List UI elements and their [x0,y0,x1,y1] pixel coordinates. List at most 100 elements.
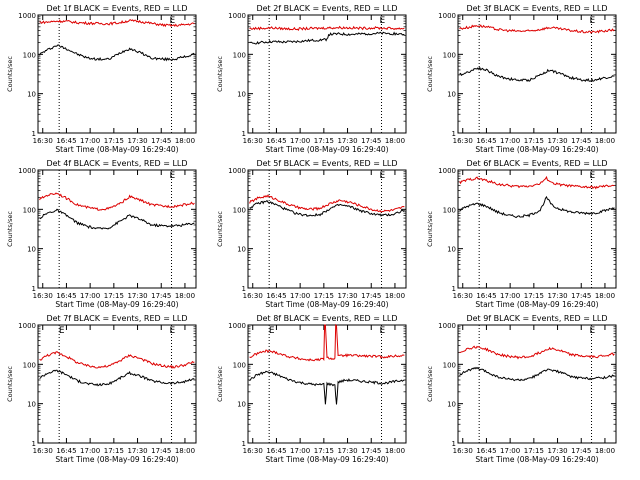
chart-title: Det 8f BLACK = Events, RED = LLD [256,314,397,323]
e-flag: E [59,326,65,336]
x-tick-label: 16:30 [453,292,473,300]
x-tick-label: 17:30 [547,292,567,300]
y-tick-label: 100 [233,206,246,214]
y-tick-label: 1000 [18,322,36,330]
chart-title: Det 6f BLACK = Events, RED = LLD [466,159,607,168]
y-tick-label: 100 [23,361,36,369]
series-lld [249,25,405,31]
x-tick-label: 17:45 [361,292,381,300]
x-tick-label: 18:00 [595,137,615,145]
y-tick-label: 10 [27,246,36,254]
y-tick-label: 100 [443,361,456,369]
x-tick-label: 18:00 [175,292,195,300]
e-flag: E [169,16,175,26]
y-tick-label: 1 [32,285,36,293]
y-tick-label: 1000 [228,12,246,20]
series-events [249,199,405,218]
y-axis-label: Counts/sec [6,211,14,247]
y-tick-label: 100 [23,206,36,214]
chart-title: Det 4f BLACK = Events, RED = LLD [46,159,187,168]
y-axis-label: Counts/sec [216,366,224,402]
x-tick-label: 17:30 [337,292,357,300]
x-tick-label: 17:45 [571,292,591,300]
x-tick-label: 18:00 [595,292,615,300]
y-axis-label: Counts/sec [216,211,224,247]
series-lld [39,192,195,211]
x-axis-label: Start Time (08-May-09 16:29:40) [475,455,598,464]
x-tick-label: 16:45 [56,137,76,145]
x-tick-label: 16:30 [453,447,473,455]
x-axis-label: Start Time (08-May-09 16:29:40) [55,300,178,309]
panel-det-1f: Det 1f BLACK = Events, RED = LLD 1 10 100 10… [6,4,197,154]
x-tick-label: 17:15 [104,292,124,300]
x-tick-label: 16:30 [243,137,263,145]
y-tick-label: 1000 [18,167,36,175]
y-axis-label: Counts/sec [6,56,14,92]
x-tick-label: 16:30 [453,137,473,145]
e-flag: E [169,326,175,336]
chart-title: Det 2f BLACK = Events, RED = LLD [256,4,397,13]
x-tick-label: 17:45 [571,137,591,145]
panel-det-9f: Det 9f BLACK = Events, RED = LLD 1 10 100 10… [426,314,617,464]
x-tick-label: 16:30 [33,137,53,145]
x-tick-label: 16:45 [266,292,286,300]
series-lld [249,194,405,213]
series-lld [459,24,615,34]
x-tick-label: 16:30 [33,292,53,300]
x-tick-label: 18:00 [385,447,405,455]
series-events [39,369,195,387]
x-tick-label: 17:00 [290,137,310,145]
x-axis-label: Start Time (08-May-09 16:29:40) [55,455,178,464]
series-events [459,195,615,219]
y-tick-label: 1 [452,440,456,448]
x-tick-label: 16:45 [476,137,496,145]
panel-det-3f: Det 3f BLACK = Events, RED = LLD 1 10 100 10… [426,4,617,154]
x-tick-label: 16:30 [243,292,263,300]
x-tick-label: 17:15 [524,137,544,145]
panel-det-5f: Det 5f BLACK = Events, RED = LLD 1 10 100 10… [216,159,407,309]
plot-frame [37,14,197,134]
series-lld [39,351,195,370]
x-tick-label: 17:45 [361,137,381,145]
y-tick-label: 1000 [18,12,36,20]
x-tick-label: 17:45 [151,137,171,145]
chart-title: Det 3f BLACK = Events, RED = LLD [466,4,607,13]
series-events [459,366,615,382]
y-tick-label: 1 [452,130,456,138]
x-tick-label: 17:00 [80,137,100,145]
x-tick-label: 17:45 [361,447,381,455]
x-tick-label: 18:00 [595,447,615,455]
x-tick-label: 18:00 [385,137,405,145]
e-flag: E [589,171,595,181]
panel-det-4f: Det 4f BLACK = Events, RED = LLD 1 10 100 10… [6,159,197,309]
y-tick-label: 1 [32,130,36,138]
y-tick-label: 1 [452,285,456,293]
x-tick-label: 16:45 [56,292,76,300]
chart-title: Det 1f BLACK = Events, RED = LLD [46,4,187,13]
plot-frame [247,14,407,134]
e-flag: E [379,16,385,26]
e-flag: E [589,16,595,26]
chart-title: Det 7f BLACK = Events, RED = LLD [46,314,187,323]
x-tick-label: 17:30 [547,137,567,145]
y-tick-label: 10 [447,401,456,409]
series-events [459,66,615,83]
x-tick-label: 17:30 [337,447,357,455]
y-tick-label: 10 [237,401,246,409]
x-tick-label: 17:00 [500,137,520,145]
x-tick-label: 17:15 [524,447,544,455]
x-tick-label: 16:30 [33,447,53,455]
x-tick-label: 17:45 [151,447,171,455]
x-tick-label: 16:30 [243,447,263,455]
y-tick-label: 100 [233,51,246,59]
y-tick-label: 10 [447,91,456,99]
x-tick-label: 16:45 [266,447,286,455]
series-events [39,44,195,62]
plot-frame [457,169,617,289]
series-events [39,208,195,230]
x-tick-label: 17:00 [290,447,310,455]
x-axis-label: Start Time (08-May-09 16:29:40) [475,145,598,154]
plot-frame [37,324,197,444]
y-tick-label: 10 [447,246,456,254]
x-tick-label: 17:30 [547,447,567,455]
